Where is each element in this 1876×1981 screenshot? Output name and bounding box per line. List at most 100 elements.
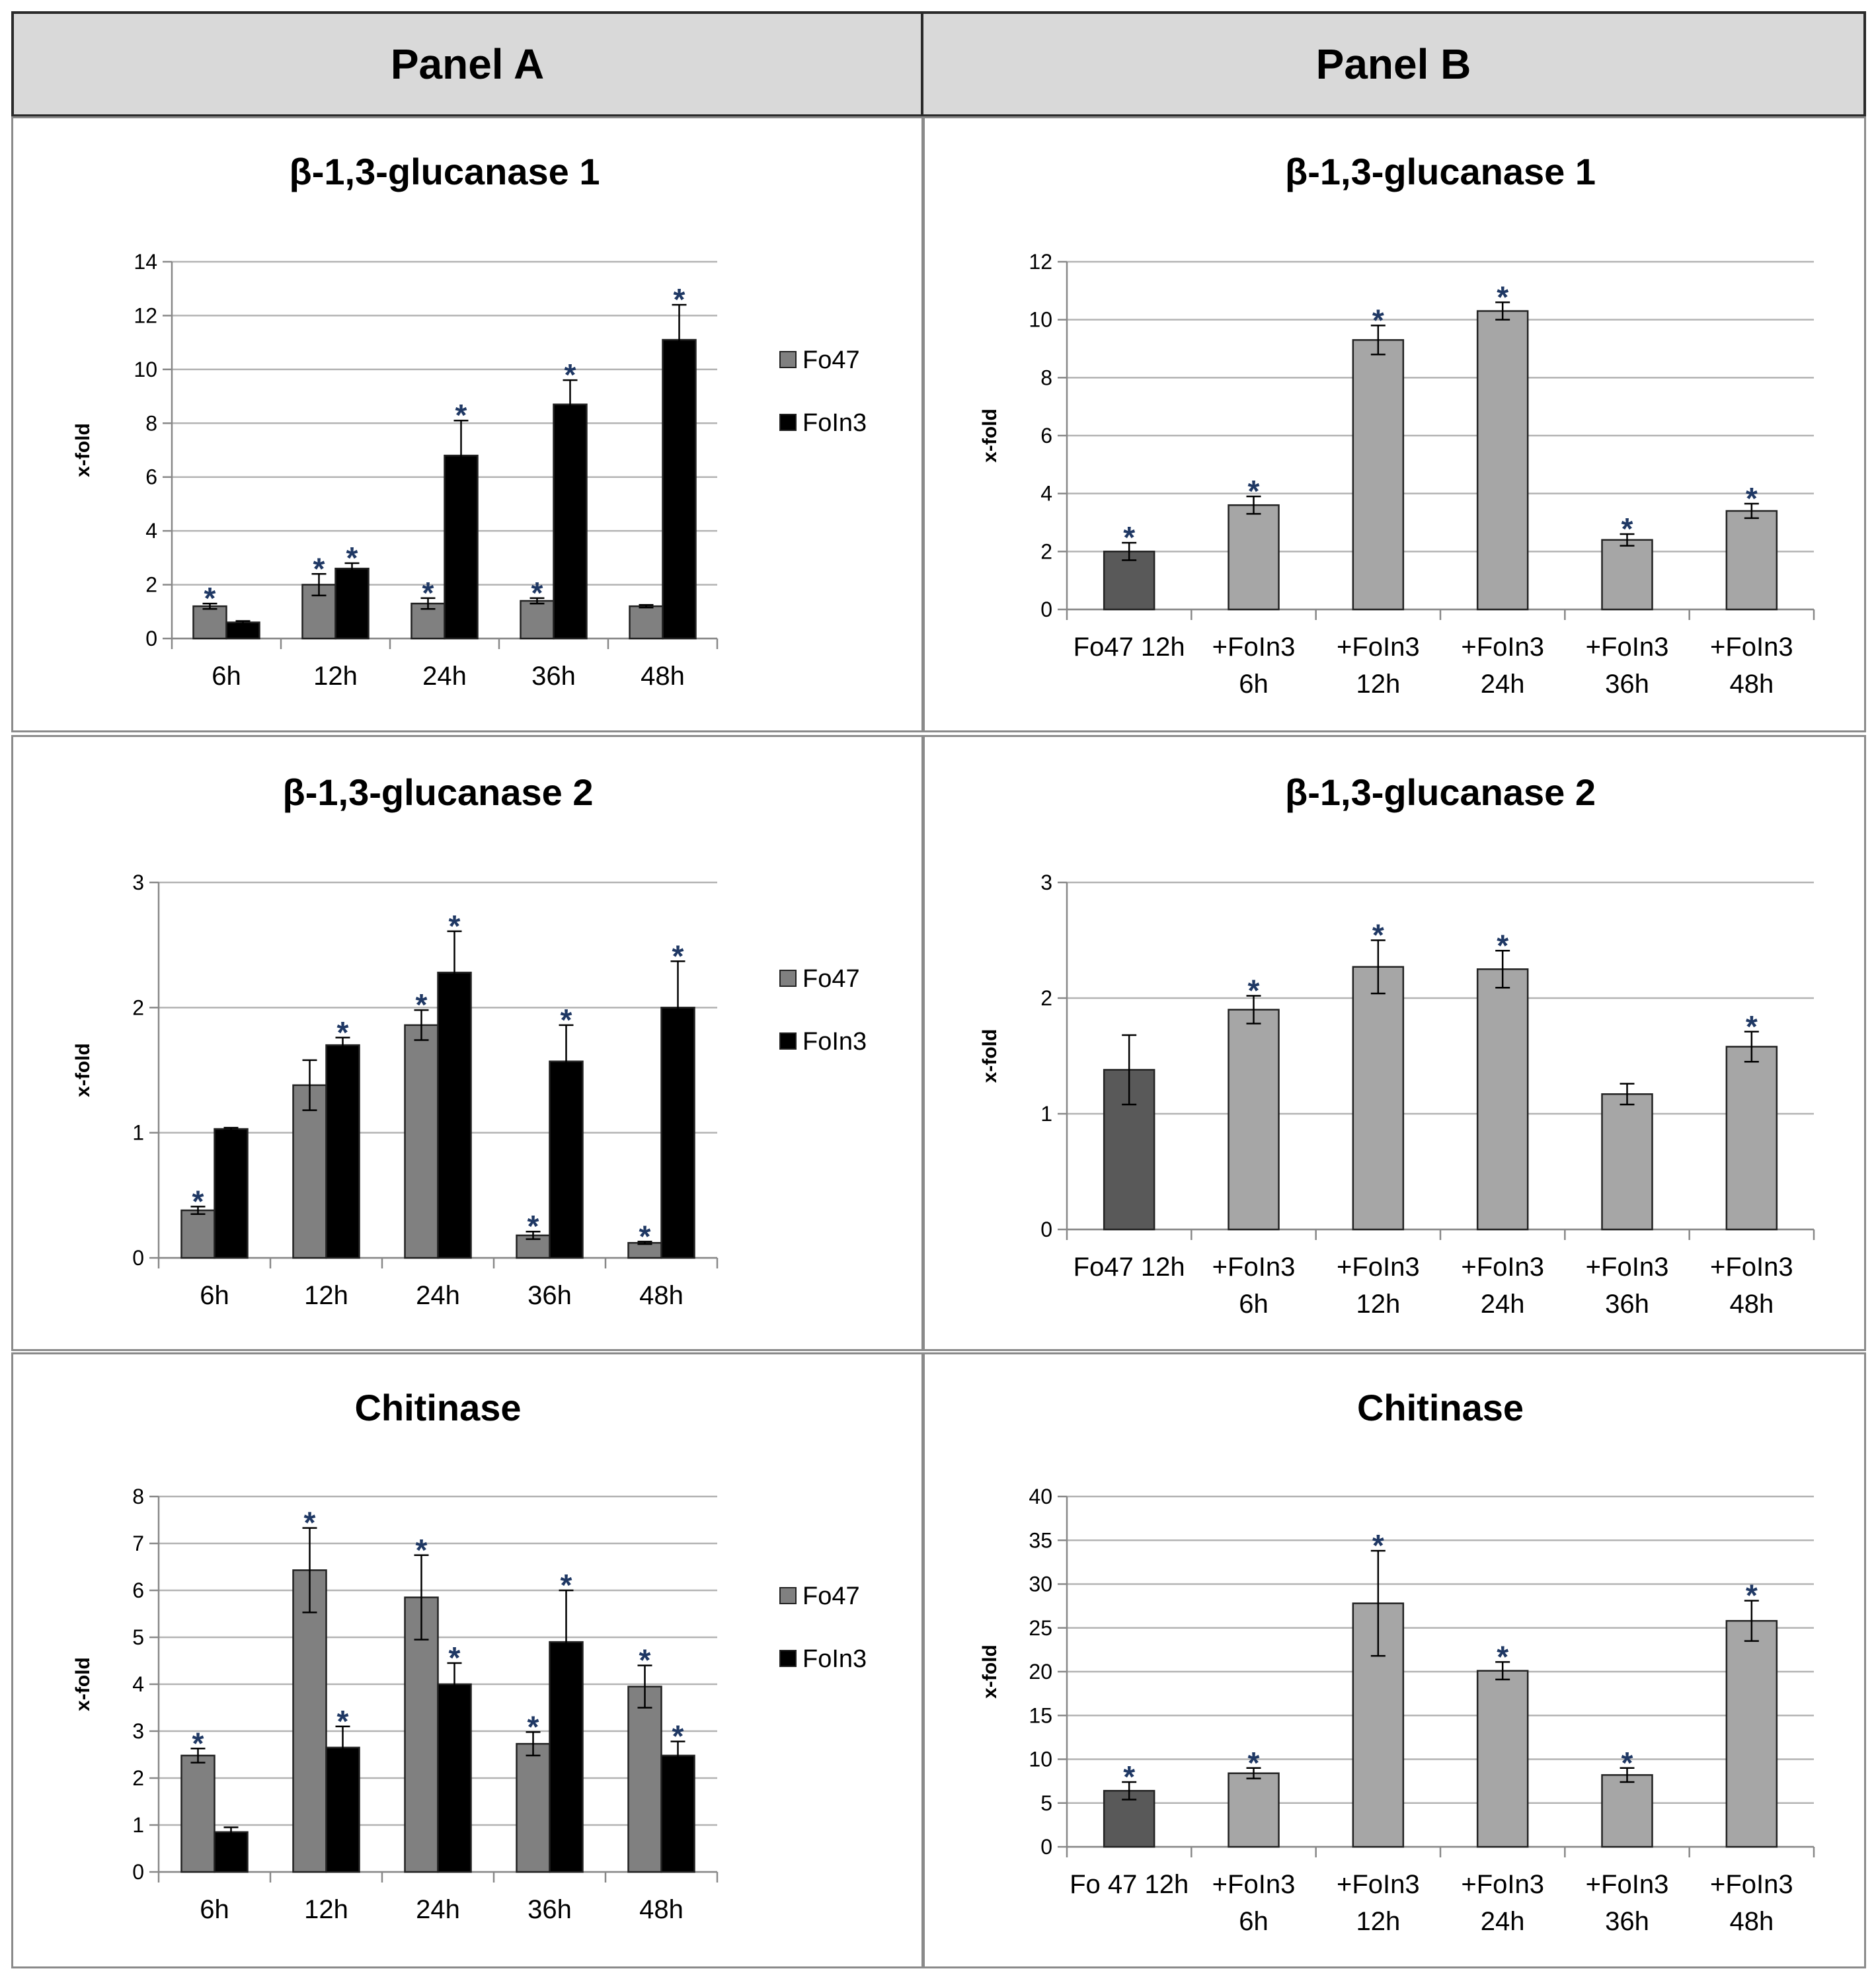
chart-b1-bar-sample-1 <box>1103 551 1155 611</box>
chart-b3-bar-sample-6 <box>1725 1619 1778 1848</box>
chart-a2-ytick-label: 1 <box>132 1121 144 1145</box>
chart-a1-significance-star: * <box>531 576 543 610</box>
chart-b3-category-label-line: Fo 47 12h <box>1070 1870 1189 1899</box>
chart-a3-bar-fo47 <box>292 1569 327 1873</box>
chart-a2-category-label-line: 36h <box>528 1281 572 1310</box>
chart-a1-ytick-label: 6 <box>145 465 157 489</box>
chart-a3-category-label: 36h <box>528 1895 572 1924</box>
chart-a1-significance-star: * <box>204 581 216 615</box>
chart-a1-legend-label-fo47: Fo47 <box>802 346 860 374</box>
chart-a1-category-label-line: 36h <box>531 662 576 691</box>
chart-a2-legend-swatch-fo47 <box>779 970 797 987</box>
chart-a2-bar-foin3 <box>325 1044 360 1259</box>
chart-b1-category-label-line: Fo47 12h <box>1074 633 1185 662</box>
chart-a3-category-label-line: 6h <box>200 1895 229 1924</box>
chart-b2-bar-sample-4 <box>1476 968 1529 1231</box>
chart-b3-category-label: +FoIn3 24h <box>1461 1870 1544 1936</box>
chart-b3-ytick-label: 15 <box>1029 1703 1052 1727</box>
chart-a2-category-label: 6h <box>200 1281 229 1310</box>
chart-b1-category-label-line: +FoIn3 <box>1337 633 1420 662</box>
chart-a2-category-label-line: 6h <box>200 1281 229 1310</box>
chart-a1-significance-star: * <box>455 398 467 432</box>
chart-b3-bar-sample-1 <box>1103 1789 1155 1848</box>
chart-b1-category-label: +FoIn3 6h <box>1212 633 1296 699</box>
chart-a3-ytick-label: 1 <box>132 1813 144 1837</box>
chart-b1-category-label-line: +FoIn3 <box>1461 633 1544 662</box>
chart-b1-significance-star: * <box>1123 520 1135 555</box>
chart-b1-category-label-line: 6h <box>1239 670 1269 699</box>
chart-b3-category-label-line: +FoIn3 <box>1710 1870 1793 1899</box>
chart-a3-bar-fo47 <box>404 1596 439 1873</box>
chart-b3-ytick-label: 40 <box>1029 1485 1052 1508</box>
chart-a1-significance-star: * <box>422 576 434 610</box>
chart-b3-title: Chitinase <box>1357 1387 1524 1428</box>
chart-a1-ylabel: x-fold <box>72 423 94 477</box>
chart-a1-ytick-label: 0 <box>145 627 157 650</box>
chart-a3-ylabel: x-fold <box>72 1657 94 1711</box>
chart-a2-category-label: 12h <box>304 1281 348 1310</box>
chart-b2-significance-star: * <box>1248 974 1260 1008</box>
chart-b3-bar-sample-5 <box>1601 1774 1653 1848</box>
chart-b3-category-label-line: 36h <box>1605 1907 1649 1936</box>
chart-a3-legend-swatch-foin3 <box>779 1650 797 1667</box>
chart-a2-significance-star: * <box>528 1209 539 1243</box>
chart-b1-category-label: +FoIn3 24h <box>1461 633 1544 699</box>
chart-a3-bar-fo47 <box>627 1686 662 1873</box>
chart-a3-category-label-line: 12h <box>304 1895 348 1924</box>
chart-b1-ytick-label: 12 <box>1029 250 1052 274</box>
chart-b2-bar-sample-2 <box>1228 1009 1280 1231</box>
chart-b1-category-label-line: 12h <box>1356 670 1400 699</box>
chart-a3-legend-label-fo47: Fo47 <box>802 1582 860 1610</box>
chart-b-glucanase-2: β-1,3-glucanase 2 x-fold 0 1 2 3 Fo47 12h +FoIn… <box>923 735 1866 1351</box>
chart-b1-significance-star: * <box>1372 303 1384 337</box>
chart-a2-category-label-line: 12h <box>304 1281 348 1310</box>
chart-a2-ytick-label: 3 <box>132 871 144 894</box>
chart-a2-category-label-line: 24h <box>416 1281 460 1310</box>
chart-b3-significance-star: * <box>1123 1760 1135 1794</box>
chart-a1-ytick-label: 14 <box>134 250 157 274</box>
chart-a3-ytick-label: 3 <box>132 1719 144 1743</box>
chart-b3-significance-star: * <box>1746 1578 1758 1613</box>
chart-b1-category-label: +FoIn3 36h <box>1586 633 1669 699</box>
chart-a1-ytick-label: 8 <box>145 411 157 435</box>
chart-b3-ytick-label: 0 <box>1040 1835 1052 1859</box>
chart-a1-title: β-1,3-glucanase 1 <box>290 151 600 192</box>
chart-b1-category-label-line: +FoIn3 <box>1710 633 1793 662</box>
chart-b3-category-label: +FoIn3 36h <box>1586 1870 1669 1936</box>
chart-a3-category-label-line: 36h <box>528 1895 572 1924</box>
chart-b3-category-label: Fo 47 12h <box>1070 1870 1189 1899</box>
chart-b3-significance-star: * <box>1622 1746 1633 1780</box>
chart-a3-category-label: 48h <box>639 1895 684 1924</box>
chart-b2-bar-sample-6 <box>1725 1046 1778 1231</box>
chart-a1-legend-swatch-foin3 <box>779 414 797 431</box>
chart-a1-ytick-label: 12 <box>134 303 157 327</box>
chart-a1-bar-foin3 <box>553 403 588 640</box>
chart-a3-bar-fo47 <box>516 1742 551 1873</box>
chart-b3-category-label: +FoIn3 48h <box>1710 1870 1793 1936</box>
chart-a1-significance-star: * <box>565 358 576 392</box>
chart-b1-category-label-line: 48h <box>1729 670 1774 699</box>
chart-b1-category-label-line: 24h <box>1481 670 1525 699</box>
chart-b1-bar-sample-2 <box>1228 504 1280 611</box>
chart-a1-category-label-line: 6h <box>212 662 241 691</box>
chart-a1-category-label-line: 24h <box>422 662 467 691</box>
chart-b1-category-label-line: +FoIn3 <box>1586 633 1669 662</box>
chart-a3-significance-star: * <box>449 1641 461 1675</box>
chart-b2-category-label: +FoIn3 48h <box>1710 1253 1793 1319</box>
chart-b2-title: β-1,3-glucanase 2 <box>1285 771 1596 813</box>
chart-b2-category-label-line: +FoIn3 <box>1461 1253 1544 1282</box>
chart-b1-category-label: +FoIn3 12h <box>1337 633 1420 699</box>
chart-a1-significance-star: * <box>313 551 325 586</box>
panel-b-title: Panel B <box>1315 40 1471 88</box>
chart-b3-category-label-line: +FoIn3 <box>1586 1870 1669 1899</box>
chart-b2-category-label-line: 12h <box>1356 1290 1400 1319</box>
chart-a3-significance-star: * <box>416 1533 428 1567</box>
chart-b3-category-label-line: 6h <box>1239 1907 1269 1936</box>
chart-b1-title: β-1,3-glucanase 1 <box>1285 151 1596 192</box>
chart-b2-ylabel: x-fold <box>979 1029 1001 1083</box>
chart-b1-ytick-label: 8 <box>1040 366 1052 389</box>
chart-a1-significance-star: * <box>346 541 358 575</box>
chart-a3-ytick-label: 2 <box>132 1766 144 1790</box>
chart-a1-category-label: 12h <box>313 662 358 691</box>
chart-a1-bar-fo47 <box>629 605 664 640</box>
